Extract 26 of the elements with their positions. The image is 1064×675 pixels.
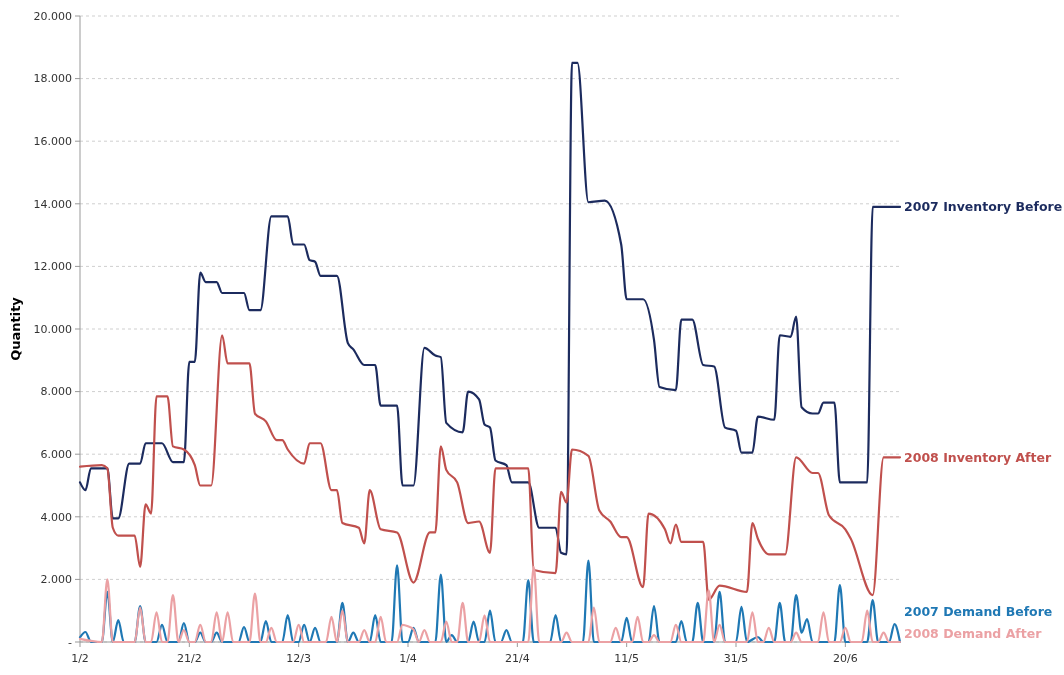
series-label: 2008 Inventory After [904,449,1053,465]
series-label: 2008 Demand After [904,626,1043,642]
x-tick-label: 21/4 [504,652,530,665]
line-series [78,61,902,556]
x-tick-label: 11/5 [614,652,640,665]
y-tick-label: 18.000 [33,72,72,86]
y-tick-label: 4.000 [40,510,72,524]
y-tick-label: - [68,635,73,649]
y-tick-label: 16.000 [33,135,72,149]
y-tick-label: 14.000 [33,197,72,211]
y-tick-label: 20.000 [33,9,72,23]
x-tick-label: 1/2 [71,652,89,665]
y-tick-label: 8.000 [40,385,72,399]
x-tick-label: 31/5 [723,652,749,665]
y-tick-label: 12.000 [33,260,72,274]
y-tick-label: 10.000 [33,322,72,336]
x-tick-label: 20/6 [832,652,858,665]
y-axis-title: Quantity [8,296,23,361]
x-tick-label: 21/2 [176,652,202,665]
series-label: 2007 Demand Before [904,604,1053,620]
x-tick-label: 1/4 [399,652,417,665]
y-tick-label: 6.000 [40,448,72,462]
x-tick-label: 12/3 [286,652,312,665]
line-series [78,334,902,601]
y-tick-label: 2.000 [40,573,72,587]
series-label: 2007 Inventory Before [904,199,1063,215]
